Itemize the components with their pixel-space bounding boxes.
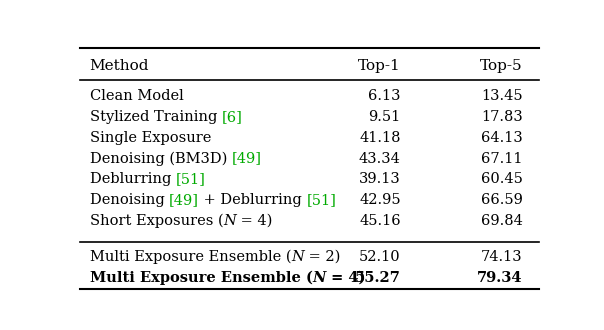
Text: Clean Model: Clean Model — [89, 89, 183, 103]
Text: 9.51: 9.51 — [368, 110, 401, 124]
Text: [51]: [51] — [306, 193, 336, 207]
Text: Single Exposure: Single Exposure — [89, 131, 211, 145]
Text: 43.34: 43.34 — [359, 151, 401, 166]
Text: = 4): = 4) — [236, 214, 272, 228]
Text: Top-5: Top-5 — [480, 59, 522, 73]
Text: [49]: [49] — [231, 151, 262, 166]
Text: Method: Method — [89, 59, 149, 73]
Text: 66.59: 66.59 — [481, 193, 522, 207]
Text: 6.13: 6.13 — [368, 89, 401, 103]
Text: [49]: [49] — [169, 193, 199, 207]
Text: Top-1: Top-1 — [358, 59, 401, 73]
Text: 60.45: 60.45 — [481, 172, 522, 186]
Text: 74.13: 74.13 — [481, 250, 522, 264]
Text: Multi Exposure Ensemble (: Multi Exposure Ensemble ( — [89, 250, 291, 264]
Text: 41.18: 41.18 — [359, 131, 401, 145]
Text: 52.10: 52.10 — [359, 250, 401, 264]
Text: 67.11: 67.11 — [481, 151, 522, 166]
Text: 79.34: 79.34 — [477, 271, 522, 285]
Text: N: N — [291, 250, 304, 264]
Text: Deblurring: Deblurring — [89, 172, 176, 186]
Text: [6]: [6] — [222, 110, 242, 124]
Text: 45.16: 45.16 — [359, 214, 401, 228]
Text: N: N — [223, 214, 236, 228]
Text: 13.45: 13.45 — [481, 89, 522, 103]
Text: 64.13: 64.13 — [481, 131, 522, 145]
Text: 55.27: 55.27 — [355, 271, 401, 285]
Text: + Deblurring: + Deblurring — [199, 193, 306, 207]
Text: 69.84: 69.84 — [481, 214, 522, 228]
Text: Denoising: Denoising — [89, 193, 169, 207]
Text: 39.13: 39.13 — [359, 172, 401, 186]
Text: Stylized Training: Stylized Training — [89, 110, 222, 124]
Text: 17.83: 17.83 — [481, 110, 522, 124]
Text: Denoising (BM3D): Denoising (BM3D) — [89, 151, 231, 166]
Text: 42.95: 42.95 — [359, 193, 401, 207]
Text: = 4): = 4) — [326, 271, 365, 285]
Text: Short Exposures (: Short Exposures ( — [89, 214, 223, 228]
Text: N: N — [312, 271, 326, 285]
Text: = 2): = 2) — [304, 250, 340, 264]
Text: Multi Exposure Ensemble (: Multi Exposure Ensemble ( — [89, 271, 312, 285]
Text: [51]: [51] — [176, 172, 205, 186]
